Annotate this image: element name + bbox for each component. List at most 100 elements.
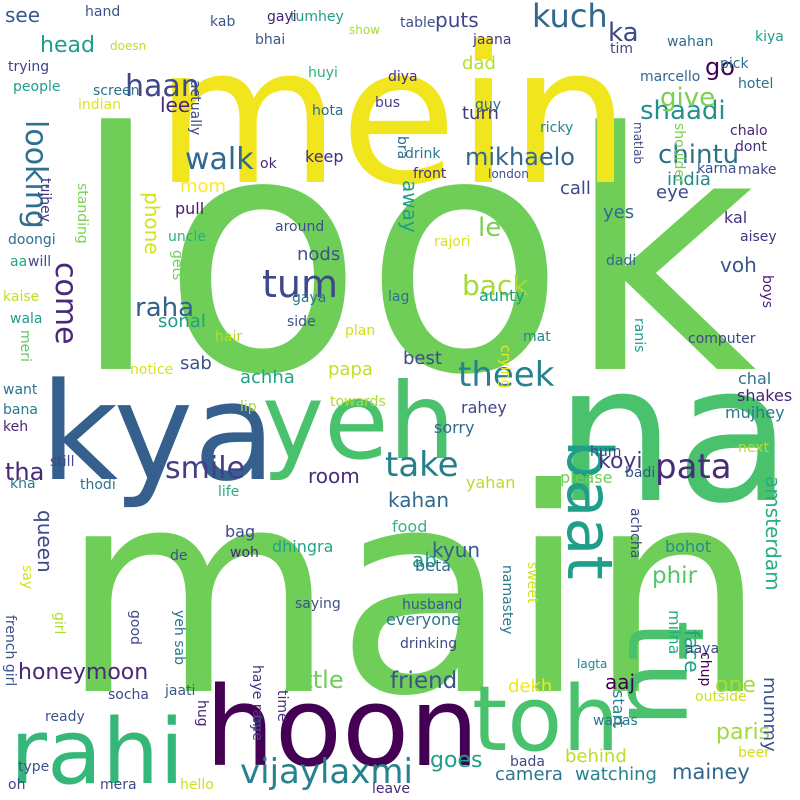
cloud-word-indian: indian (78, 97, 121, 113)
cloud-word-lag: lag (388, 289, 410, 305)
cloud-word-pata: pata (655, 447, 732, 487)
cloud-word-achcha: achcha (627, 508, 643, 559)
cloud-word-chalo: chalo (730, 123, 768, 139)
cloud-word-everyone: everyone (386, 610, 461, 629)
cloud-word-please: please (560, 468, 613, 487)
cloud-word-karna: karna (697, 161, 737, 177)
cloud-word-doesn: doesn (110, 39, 147, 53)
cloud-word-come: come (48, 262, 83, 345)
cloud-word-head: head (40, 33, 95, 58)
cloud-word-aaya: aaya (685, 641, 720, 657)
cloud-word-kha: kha (10, 476, 36, 492)
cloud-word-bra: bra (394, 136, 410, 160)
cloud-word-kya: kya (40, 354, 276, 511)
cloud-word-saying: saying (295, 596, 341, 612)
cloud-word-meri: meri (17, 330, 33, 362)
cloud-word-haan: haan (125, 69, 200, 104)
cloud-word-vijaylaxmi: vijaylaxmi (240, 752, 413, 792)
cloud-word-ka: ka (608, 18, 639, 48)
cloud-word-front: front (413, 166, 447, 182)
cloud-word-leave: leave (372, 781, 410, 797)
cloud-word-kal: kal (724, 208, 748, 227)
cloud-word-bus: bus (375, 95, 401, 111)
cloud-word-ok: ok (260, 156, 277, 172)
cloud-word-plan: plan (345, 323, 376, 339)
cloud-word-sab: sab (180, 353, 212, 374)
cloud-word-lagta: lagta (577, 657, 608, 671)
cloud-word-lee: lee (160, 93, 191, 117)
cloud-word-kahan: kahan (388, 488, 450, 512)
cloud-word-uncle: uncle (168, 229, 206, 245)
cloud-word-goes: goes (430, 748, 483, 773)
cloud-word-call: call (560, 178, 591, 199)
cloud-word-sweet: sweet (524, 562, 540, 604)
cloud-word-shakes: shakes (737, 386, 793, 405)
cloud-word-le: le (478, 213, 502, 243)
cloud-word-achha: achha (240, 367, 295, 388)
cloud-word-mat: mat (523, 329, 551, 345)
cloud-word-lip: lip (240, 399, 257, 415)
cloud-word-shaadi: shaadi (640, 96, 726, 126)
cloud-word-tujhey: tujhey (37, 178, 53, 223)
cloud-word-yeh-sab: yeh sab (171, 610, 187, 665)
cloud-word-paris: paris (716, 720, 771, 745)
cloud-word-drink: drink (405, 146, 441, 162)
cloud-word-hota: hota (312, 103, 344, 119)
cloud-word-wapas: wapas (593, 713, 638, 729)
cloud-word-little: little (290, 666, 344, 694)
cloud-word-theek: theek (458, 355, 555, 395)
cloud-word-away: away (398, 180, 422, 233)
cloud-word-hoon: hoon (205, 663, 480, 791)
cloud-word-tha: tha (5, 458, 45, 486)
cloud-word-hug: hug (194, 700, 210, 727)
cloud-word-will: will (28, 254, 52, 270)
cloud-word-woh: woh (230, 545, 259, 561)
cloud-word-bada: bada (510, 754, 545, 770)
cloud-word-beer: beer (738, 745, 770, 761)
cloud-word-outside: outside (695, 689, 747, 705)
cloud-word-wahan: wahan (667, 34, 714, 50)
cloud-word-doongi: doongi (8, 232, 56, 248)
cloud-word-friend: friend (390, 668, 458, 694)
cloud-word-huyi: huyi (308, 65, 338, 81)
cloud-word-chintu: chintu (658, 140, 740, 170)
cloud-word-room: room (308, 464, 360, 488)
cloud-word-oh: oh (8, 777, 26, 793)
cloud-word-rajori: rajori (434, 234, 471, 250)
cloud-word-ricky: ricky (540, 120, 574, 136)
cloud-word-watching: watching (575, 764, 657, 785)
cloud-word-one: one (715, 673, 756, 698)
cloud-word-notice: notice (130, 362, 174, 378)
cloud-word-chal: chal (738, 369, 772, 388)
cloud-word-pick: pick (720, 56, 749, 72)
cloud-word-bana: bana (3, 402, 38, 418)
cloud-word-london: london (488, 167, 529, 181)
cloud-word-give: give (660, 83, 716, 113)
cloud-word-queen: queen (33, 510, 57, 573)
cloud-word-matlab: matlab (631, 122, 645, 165)
cloud-word-hum: hum (590, 444, 622, 460)
cloud-word-thodi: thodi (80, 477, 116, 493)
cloud-word-want: want (3, 382, 38, 398)
cloud-word-namastey: namastey (499, 565, 515, 635)
cloud-word-aa: aa (10, 254, 28, 270)
cloud-word-standing: standing (74, 183, 90, 244)
cloud-word-rahey: rahey (461, 398, 507, 417)
cloud-word-hair: hair (215, 329, 243, 345)
cloud-word-phir: phir (652, 563, 698, 589)
cloud-word-mikhaelo: mikhaelo (465, 143, 575, 171)
cloud-word-drinking: drinking (400, 636, 458, 652)
cloud-word-chup: chup (697, 652, 713, 687)
cloud-word-life: life (218, 484, 240, 500)
cloud-word-honeymoon: honeymoon (18, 660, 149, 685)
cloud-word-time: time (274, 690, 290, 722)
cloud-word-walk: walk (185, 142, 254, 177)
cloud-word-eye: eye (656, 182, 689, 203)
cloud-word-papa: papa (328, 359, 373, 380)
cloud-word-trying: trying (8, 59, 50, 75)
cloud-word-good: good (127, 610, 143, 645)
cloud-word-raha: raha (135, 293, 195, 323)
cloud-word-ranis: ranis (631, 318, 647, 353)
cloud-word-people: people (13, 79, 61, 95)
cloud-word-mera: mera (100, 777, 137, 793)
